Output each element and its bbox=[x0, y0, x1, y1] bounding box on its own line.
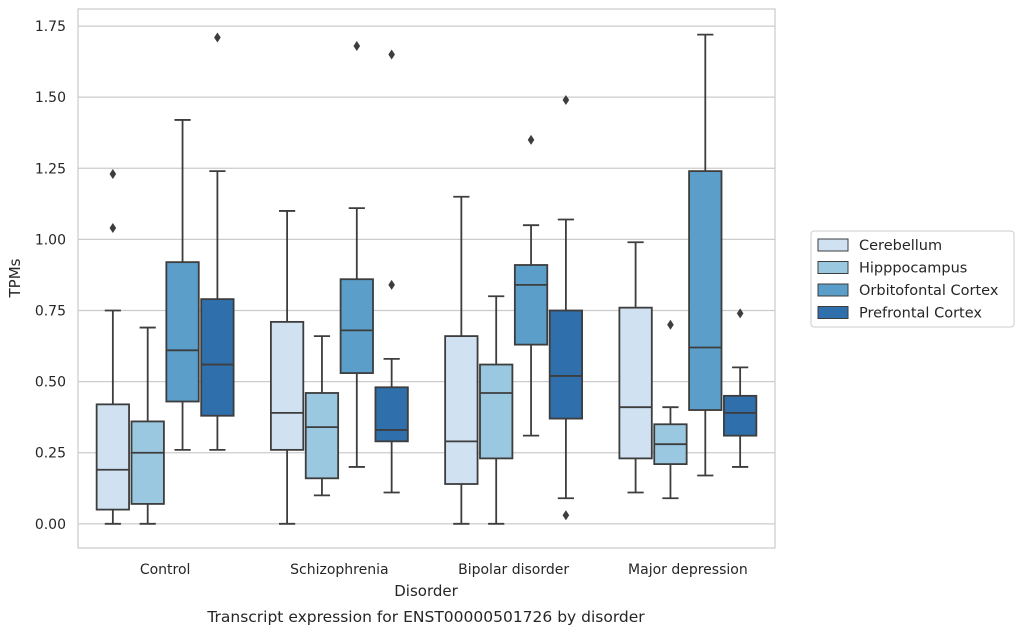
legend-swatch bbox=[817, 261, 849, 274]
y-tick-label: 1.00 bbox=[35, 232, 66, 248]
y-tick-label: 1.75 bbox=[35, 19, 66, 35]
box-iqr bbox=[548, 309, 584, 420]
legend-swatch bbox=[817, 238, 849, 252]
x-tick-label: Schizophrenia bbox=[290, 562, 388, 578]
box-prefrontal-cortex bbox=[723, 308, 758, 468]
box-prefrontal-cortex bbox=[548, 95, 584, 521]
box-cerebellum bbox=[95, 168, 130, 525]
outlier-point bbox=[388, 49, 395, 60]
y-tick-label: 0.50 bbox=[35, 375, 66, 391]
box-hipppocampus bbox=[304, 335, 340, 497]
y-tick-label: 1.50 bbox=[35, 90, 66, 106]
box-iqr bbox=[513, 264, 549, 346]
box-cerebellum bbox=[444, 195, 479, 525]
box-hipppocampus bbox=[653, 319, 688, 500]
outlier-point bbox=[562, 510, 570, 521]
box-hipppocampus bbox=[130, 326, 165, 525]
x-tick-label: Bipolar disorder bbox=[458, 562, 569, 578]
box-iqr bbox=[200, 298, 235, 417]
box-orbitofontal-cortex bbox=[165, 119, 200, 451]
outlier-point bbox=[109, 168, 117, 179]
outlier-point bbox=[736, 308, 744, 319]
outlier-point bbox=[109, 223, 117, 234]
y-axis-title: TPMs bbox=[6, 258, 24, 298]
box-hipppocampus bbox=[479, 295, 514, 525]
box-orbitofontal-cortex bbox=[513, 134, 549, 437]
outlier-point bbox=[353, 40, 361, 51]
chart-caption: Transcript expression for ENST0000050172… bbox=[206, 608, 645, 626]
box-iqr bbox=[339, 278, 374, 374]
y-tick-label: 0.75 bbox=[35, 303, 66, 319]
box-iqr bbox=[165, 261, 200, 403]
legend-label: Hipppocampus bbox=[859, 261, 967, 277]
outlier-point bbox=[667, 319, 674, 330]
outlier-point bbox=[562, 95, 570, 106]
box-prefrontal-cortex bbox=[200, 32, 235, 451]
box-prefrontal-cortex bbox=[374, 49, 409, 494]
outlier-point bbox=[214, 32, 221, 43]
y-ticks: 0.00 0.25 0.50 0.75 1.00 1.25 1.50 1.75 bbox=[35, 19, 66, 533]
box-iqr bbox=[95, 403, 130, 511]
box-cerebellum bbox=[618, 241, 653, 494]
box-iqr bbox=[444, 335, 479, 485]
legend-label: Orbitofontal Cortex bbox=[859, 283, 999, 299]
box-iqr bbox=[618, 306, 653, 460]
box-cerebellum bbox=[269, 210, 305, 525]
legend-swatch bbox=[817, 306, 849, 319]
legend-swatch bbox=[817, 283, 849, 297]
x-axis-title: Disorder bbox=[394, 582, 458, 600]
plot-frame bbox=[77, 8, 776, 549]
box-iqr bbox=[479, 363, 514, 460]
x-tick-label: Major depression bbox=[628, 562, 748, 578]
legend-label: Prefrontal Cortex bbox=[859, 306, 982, 322]
y-tick-label: 0.00 bbox=[35, 517, 66, 533]
legend-frame bbox=[810, 230, 1015, 328]
y-tick-label: 1.25 bbox=[35, 161, 66, 177]
box-iqr bbox=[304, 392, 340, 480]
y-tick-label: 0.25 bbox=[35, 446, 66, 462]
x-tick-label: Control bbox=[140, 562, 191, 578]
outlier-point bbox=[527, 134, 535, 145]
box-iqr bbox=[269, 320, 305, 451]
x-ticks: Control Schizophrenia Bipolar disorder Majo… bbox=[140, 562, 748, 578]
box-iqr bbox=[723, 394, 758, 437]
legend: Cerebellum Hipppocampus Orbitofontal Corte… bbox=[810, 230, 1015, 328]
box-orbitofontal-cortex bbox=[688, 33, 723, 477]
box-iqr bbox=[374, 386, 409, 443]
box-iqr bbox=[688, 170, 723, 411]
boxes bbox=[95, 32, 758, 525]
outlier-point bbox=[388, 279, 395, 290]
box-orbitofontal-cortex bbox=[339, 40, 374, 468]
box-iqr bbox=[130, 420, 165, 505]
legend-label: Cerebellum bbox=[859, 238, 942, 254]
